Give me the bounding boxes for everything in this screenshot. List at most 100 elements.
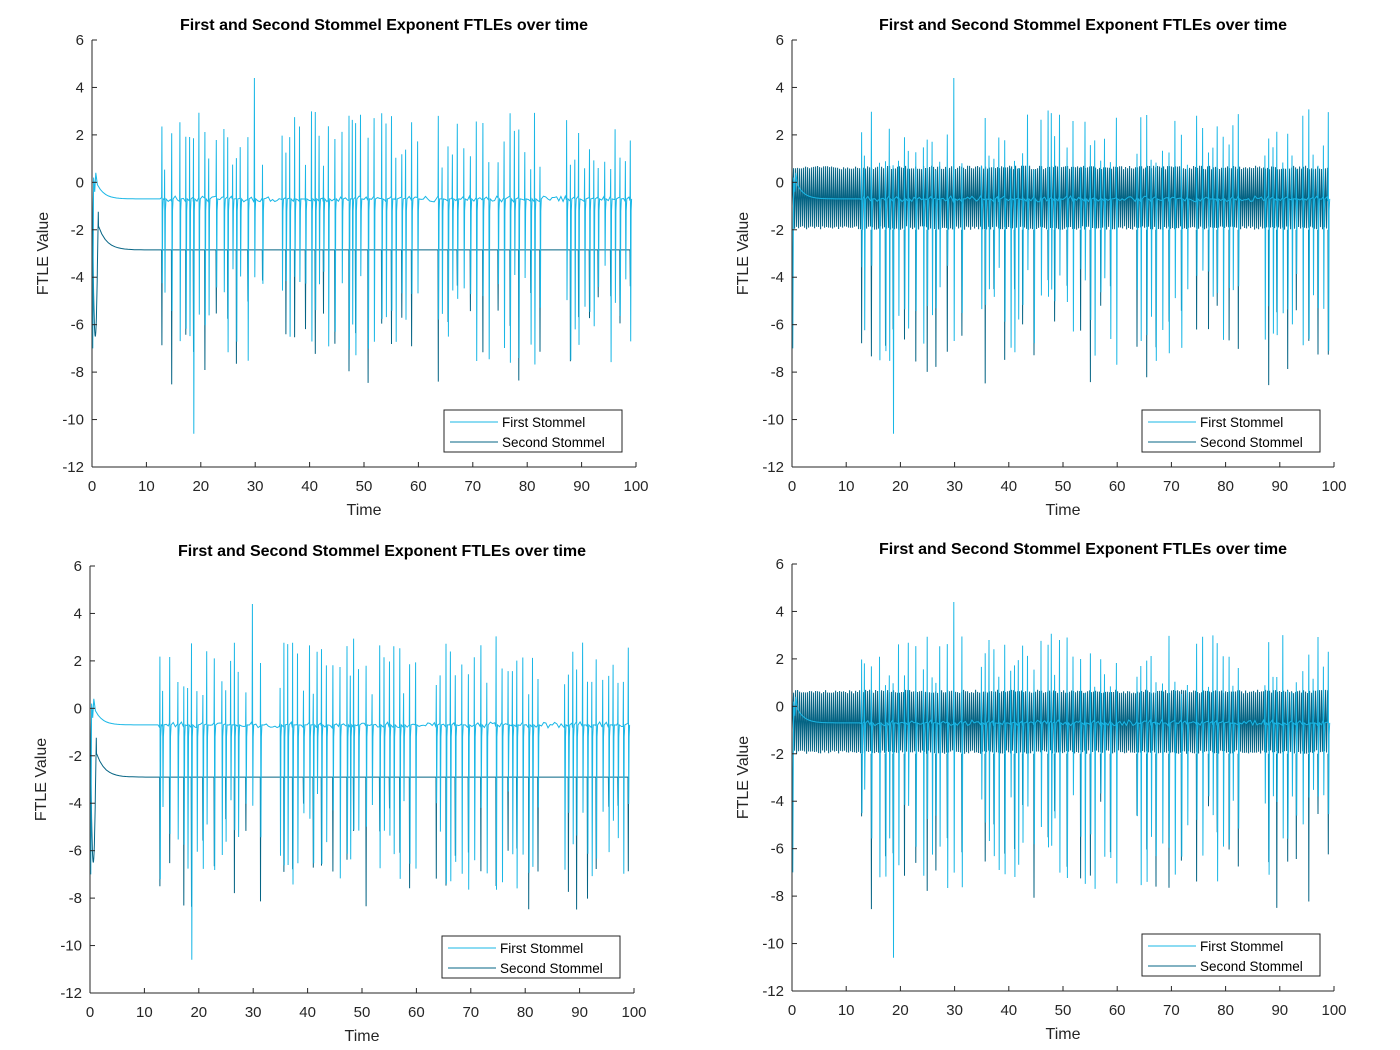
y-tick-label: -10 bbox=[762, 412, 784, 429]
legend-entry: First Stommel bbox=[500, 941, 583, 956]
y-tick-label: 4 bbox=[74, 605, 82, 622]
y-tick-label: -4 bbox=[71, 269, 84, 286]
x-tick-label: 60 bbox=[1109, 478, 1126, 495]
x-tick-label: 0 bbox=[86, 1004, 94, 1021]
x-tick-label: 20 bbox=[892, 478, 909, 495]
y-tick-label: -10 bbox=[62, 412, 84, 429]
legend-entry: Second Stommel bbox=[500, 961, 603, 976]
x-tick-label: 10 bbox=[136, 1004, 153, 1021]
y-tick-label: -4 bbox=[771, 269, 784, 286]
y-tick-label: -12 bbox=[60, 985, 82, 1002]
x-tick-label: 40 bbox=[301, 478, 318, 495]
y-tick-label: -6 bbox=[771, 317, 784, 334]
y-tick-label: -12 bbox=[762, 459, 784, 476]
series-line-first-stommel bbox=[91, 77, 633, 434]
x-tick-label: 0 bbox=[788, 1002, 796, 1019]
chart-panel-2: 0 10 20 30 40 50 60 70 80 90 1006420-2-4-6-8-10-12… bbox=[735, 17, 1347, 519]
x-tick-label: 10 bbox=[838, 478, 855, 495]
x-tick-label: 80 bbox=[1217, 478, 1234, 495]
x-tick-label: 80 bbox=[1217, 1002, 1234, 1019]
x-tick-label: 90 bbox=[1271, 478, 1288, 495]
x-axis-label: Time bbox=[1046, 502, 1081, 519]
chart-title: First and Second Stommel Exponent FTLEs … bbox=[178, 543, 586, 560]
x-tick-label: 10 bbox=[838, 1002, 855, 1019]
legend-box bbox=[1141, 409, 1321, 453]
x-tick-label: 30 bbox=[946, 478, 963, 495]
x-tick-label: 100 bbox=[621, 1004, 646, 1021]
x-tick-label: 30 bbox=[946, 1002, 963, 1019]
y-tick-label: -2 bbox=[69, 748, 82, 765]
y-tick-label: -8 bbox=[771, 364, 784, 381]
y-tick-label: -8 bbox=[71, 364, 84, 381]
x-tick-label: 60 bbox=[410, 478, 427, 495]
y-axis-label: FTLE Value bbox=[735, 212, 752, 295]
y-tick-label: -6 bbox=[771, 841, 784, 858]
x-tick-label: 60 bbox=[1109, 1002, 1126, 1019]
x-tick-label: 70 bbox=[464, 478, 481, 495]
y-tick-label: 2 bbox=[76, 127, 84, 144]
y-tick-label: -6 bbox=[69, 843, 82, 860]
x-tick-label: 80 bbox=[517, 1004, 534, 1021]
x-tick-label: 20 bbox=[192, 478, 209, 495]
legend-entry: Second Stommel bbox=[502, 435, 605, 450]
y-tick-label: 0 bbox=[76, 174, 84, 191]
legend-entry: Second Stommel bbox=[1200, 959, 1303, 974]
y-tick-label: -2 bbox=[71, 222, 84, 239]
chart-title: First and Second Stommel Exponent FTLEs … bbox=[879, 17, 1287, 34]
y-tick-label: -10 bbox=[762, 936, 784, 953]
x-tick-label: 100 bbox=[623, 478, 648, 495]
x-axis-label: Time bbox=[347, 502, 382, 519]
y-tick-label: -4 bbox=[69, 795, 82, 812]
chart-title: First and Second Stommel Exponent FTLEs … bbox=[879, 541, 1287, 558]
x-tick-label: 60 bbox=[408, 1004, 425, 1021]
y-tick-label: 0 bbox=[776, 698, 784, 715]
legend-entry: Second Stommel bbox=[1200, 435, 1303, 450]
legend: First Stommel Second Stommel bbox=[441, 935, 621, 979]
x-tick-label: 30 bbox=[247, 478, 264, 495]
series-line-first-stommel bbox=[89, 603, 631, 960]
y-tick-label: -2 bbox=[771, 746, 784, 763]
legend-box bbox=[1141, 933, 1321, 977]
y-tick-label: -8 bbox=[69, 890, 82, 907]
y-tick-label: -8 bbox=[771, 888, 784, 905]
series-line-first-stommel bbox=[791, 601, 1331, 958]
x-tick-label: 50 bbox=[354, 1004, 371, 1021]
y-tick-label: -12 bbox=[762, 983, 784, 1000]
legend-entry: First Stommel bbox=[1200, 939, 1283, 954]
y-tick-label: 2 bbox=[776, 651, 784, 668]
legend-box bbox=[443, 409, 623, 453]
x-tick-label: 20 bbox=[892, 1002, 909, 1019]
legend: First Stommel Second Stommel bbox=[443, 409, 623, 453]
x-tick-label: 40 bbox=[1000, 1002, 1017, 1019]
chart-panel-4: 0 10 20 30 40 50 60 70 80 90 1006420-2-4-6-8-10-12… bbox=[735, 541, 1347, 1043]
x-tick-label: 100 bbox=[1321, 1002, 1346, 1019]
x-tick-label: 50 bbox=[1055, 478, 1072, 495]
series-line-first-stommel bbox=[791, 77, 1331, 434]
y-axis-label: FTLE Value bbox=[33, 738, 50, 821]
chart-panel-1: 0 10 20 30 40 50 60 70 80 90 1006420-2-4-6-8-10-12… bbox=[35, 17, 649, 519]
y-tick-label: 4 bbox=[776, 79, 784, 96]
x-tick-label: 70 bbox=[1163, 478, 1180, 495]
x-tick-label: 70 bbox=[462, 1004, 479, 1021]
y-tick-label: -12 bbox=[62, 459, 84, 476]
x-tick-label: 30 bbox=[245, 1004, 262, 1021]
x-tick-label: 0 bbox=[788, 478, 796, 495]
y-tick-label: 6 bbox=[776, 32, 784, 49]
y-tick-label: 4 bbox=[776, 603, 784, 620]
y-tick-label: 0 bbox=[74, 700, 82, 717]
y-tick-label: 2 bbox=[74, 653, 82, 670]
x-tick-label: 40 bbox=[299, 1004, 316, 1021]
x-tick-label: 80 bbox=[519, 478, 536, 495]
y-tick-label: -10 bbox=[60, 938, 82, 955]
chart-panel-3: 0 10 20 30 40 50 60 70 80 90 1006420-2-4-6-8-10-12… bbox=[33, 543, 647, 1045]
y-tick-label: 6 bbox=[74, 558, 82, 575]
x-tick-label: 70 bbox=[1163, 1002, 1180, 1019]
x-tick-label: 40 bbox=[1000, 478, 1017, 495]
x-tick-label: 100 bbox=[1321, 478, 1346, 495]
y-tick-label: -6 bbox=[71, 317, 84, 334]
y-axis-label: FTLE Value bbox=[35, 212, 52, 295]
legend-entry: First Stommel bbox=[502, 415, 585, 430]
legend: First Stommel Second Stommel bbox=[1141, 409, 1321, 453]
x-axis-label: Time bbox=[345, 1028, 380, 1045]
